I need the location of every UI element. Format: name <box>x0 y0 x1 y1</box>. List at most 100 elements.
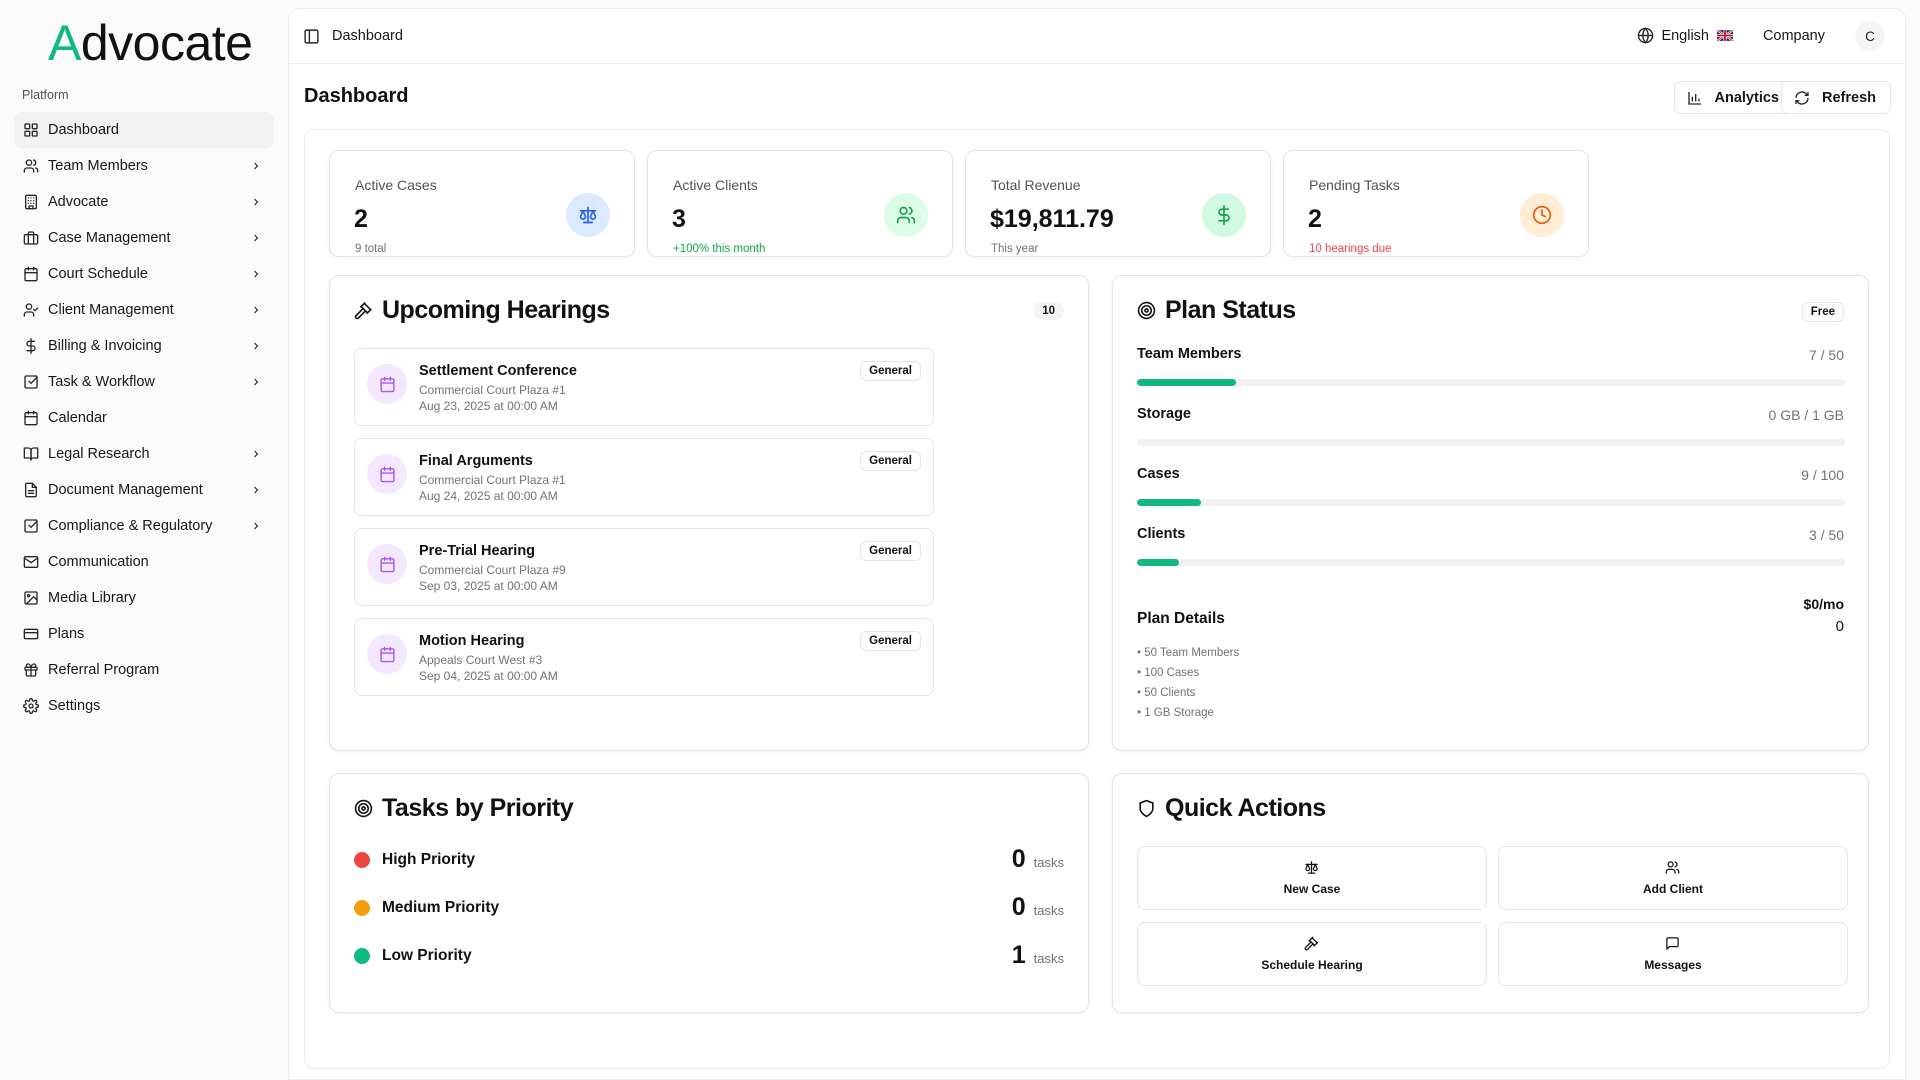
building-icon <box>25 194 37 210</box>
stat-label: Active Clients <box>673 177 758 193</box>
stat-value: 2 <box>354 205 368 233</box>
sidebar-item-case-management[interactable]: Case Management <box>14 220 274 256</box>
sidebar-item-court-schedule[interactable]: Court Schedule <box>14 256 274 292</box>
breadcrumb: Dashboard <box>332 28 403 44</box>
briefcase-icon <box>23 231 39 245</box>
users-icon <box>1665 861 1680 874</box>
sidebar-item-label: Media Library <box>48 590 136 606</box>
tasks-by-priority-title: Tasks by Priority <box>382 794 574 822</box>
book-icon <box>23 447 39 461</box>
sidebar-item-compliance-regulatory[interactable]: Compliance & Regulatory <box>14 508 274 544</box>
sidebar-item-task-workflow[interactable]: Task & Workflow <box>14 364 274 400</box>
gear-icon <box>23 698 39 714</box>
card-icon <box>23 628 39 640</box>
plan-usage-bar-fill <box>1137 559 1180 566</box>
sidebar-item-document-management[interactable]: Document Management <box>14 472 274 508</box>
plan-usage-bar <box>1137 499 1845 506</box>
quick-action-label: Schedule Hearing <box>1261 958 1363 972</box>
quick-action-label: Add Client <box>1643 882 1703 896</box>
tasks-by-priority-heading: Tasks by Priority <box>354 794 574 823</box>
hearing-date: Sep 03, 2025 at 00:00 AM <box>419 579 558 593</box>
sidebar-item-team-members[interactable]: Team Members <box>14 148 274 184</box>
quick-actions-title: Quick Actions <box>1165 794 1326 822</box>
analytics-button[interactable]: Analytics <box>1673 81 1794 114</box>
plan-feature: • 50 Clients <box>1137 687 1196 699</box>
sidebar-item-dashboard[interactable]: Dashboard <box>14 112 274 148</box>
company-name[interactable]: Company <box>1762 28 1825 44</box>
priority-label: High Priority <box>382 851 476 868</box>
grid-icon <box>24 123 38 137</box>
sidebar-item-label: Communication <box>48 554 149 570</box>
sidebar-item-communication[interactable]: Communication <box>14 544 274 580</box>
stat-icon-badge <box>884 193 928 237</box>
sidebar-item-billing-invoicing[interactable]: Billing & Invoicing <box>14 328 274 364</box>
hearing-location: Commercial Court Plaza #1 <box>419 473 566 487</box>
sidebar-item-label: Settings <box>48 698 101 714</box>
hearing-type-badge: General <box>860 541 921 561</box>
refresh-icon <box>1795 90 1809 105</box>
sidebar-item-label: Billing & Invoicing <box>48 338 162 354</box>
calendar-icon <box>379 376 395 392</box>
sidebar-item-label: Task & Workflow <box>48 374 155 390</box>
add-client-button[interactable]: Add Client <box>1498 846 1848 910</box>
plan-usage-bar <box>1137 379 1845 386</box>
sidebar-item-client-management[interactable]: Client Management <box>14 292 274 328</box>
hearing-date: Aug 24, 2025 at 00:00 AM <box>419 489 558 503</box>
plan-tier-badge: Free <box>1801 302 1844 322</box>
hearing-item[interactable]: Pre-Trial Hearing Commercial Court Plaza … <box>354 528 934 606</box>
new-case-button[interactable]: New Case <box>1137 846 1487 910</box>
refresh-button[interactable]: Refresh <box>1781 81 1891 114</box>
sidebar-item-advocate[interactable]: Advocate <box>14 184 274 220</box>
plan-status-title: Plan Status <box>1165 296 1296 324</box>
sidebar-toggle-icon[interactable] <box>303 28 320 45</box>
stat-card-pending-tasks: Pending Tasks 2 10 hearings due <box>1283 150 1589 257</box>
language-label: English <box>1661 27 1709 44</box>
avatar[interactable]: C <box>1855 21 1885 51</box>
chevron-right-icon <box>254 162 259 170</box>
hearing-title: Pre-Trial Hearing <box>419 543 536 559</box>
stat-card-active-cases: Active Cases 2 9 total <box>329 150 635 257</box>
stat-icon-badge <box>566 193 610 237</box>
sidebar-item-label: Case Management <box>48 230 171 246</box>
chevron-right-icon <box>254 234 259 242</box>
upcoming-hearings-heading: Upcoming Hearings <box>354 296 610 325</box>
hearing-title: Final Arguments <box>419 453 533 469</box>
stat-card-active-clients: Active Clients 3 +100% this month <box>647 150 953 257</box>
priority-label: Low Priority <box>382 947 472 964</box>
sidebar-item-plans[interactable]: Plans <box>14 616 274 652</box>
hearing-item[interactable]: Settlement Conference Commercial Court Pl… <box>354 348 934 426</box>
checkbox-icon <box>24 375 38 389</box>
priority-count-value: 0 <box>1011 845 1026 873</box>
chevron-right-icon <box>254 306 259 314</box>
sidebar-item-calendar[interactable]: Calendar <box>14 400 274 436</box>
quick-action-label: Messages <box>1644 958 1702 972</box>
hearing-date: Sep 04, 2025 at 00:00 AM <box>419 669 558 683</box>
quick-actions-heading: Quick Actions <box>1137 794 1326 823</box>
sidebar-item-settings[interactable]: Settings <box>14 688 274 724</box>
hearing-icon-badge <box>367 544 407 584</box>
image-icon <box>24 591 38 605</box>
plan-usage-bar <box>1137 559 1845 566</box>
app-logo[interactable]: Advocate <box>48 15 253 71</box>
language-selector[interactable]: English <box>1637 27 1733 44</box>
stat-value: 3 <box>672 205 686 233</box>
priority-count-unit: tasks <box>1033 951 1064 966</box>
hearing-item[interactable]: Final Arguments Commercial Court Plaza #1… <box>354 438 934 516</box>
sidebar-item-media-library[interactable]: Media Library <box>14 580 274 616</box>
sidebar-item-legal-research[interactable]: Legal Research <box>14 436 274 472</box>
chevron-right-icon <box>254 522 259 530</box>
schedule-hearing-button[interactable]: Schedule Hearing <box>1137 922 1487 986</box>
sidebar-item-referral-program[interactable]: Referral Program <box>14 652 274 688</box>
scale-icon <box>1305 861 1318 874</box>
shield-icon <box>1139 799 1154 818</box>
plan-usage-label: Storage <box>1137 406 1191 422</box>
sidebar-item-label: Court Schedule <box>48 266 148 282</box>
hearing-icon-badge <box>367 364 407 404</box>
messages-button[interactable]: Messages <box>1498 922 1848 986</box>
analytics-label: Analytics <box>1714 89 1779 106</box>
calendar-icon <box>379 556 395 572</box>
hearing-item[interactable]: Motion Hearing Appeals Court West #3 Sep 0… <box>354 618 934 696</box>
priority-count: 0 tasks <box>1012 845 1064 874</box>
sidebar-item-label: Dashboard <box>48 122 119 138</box>
plan-usage-label: Clients <box>1137 526 1186 542</box>
